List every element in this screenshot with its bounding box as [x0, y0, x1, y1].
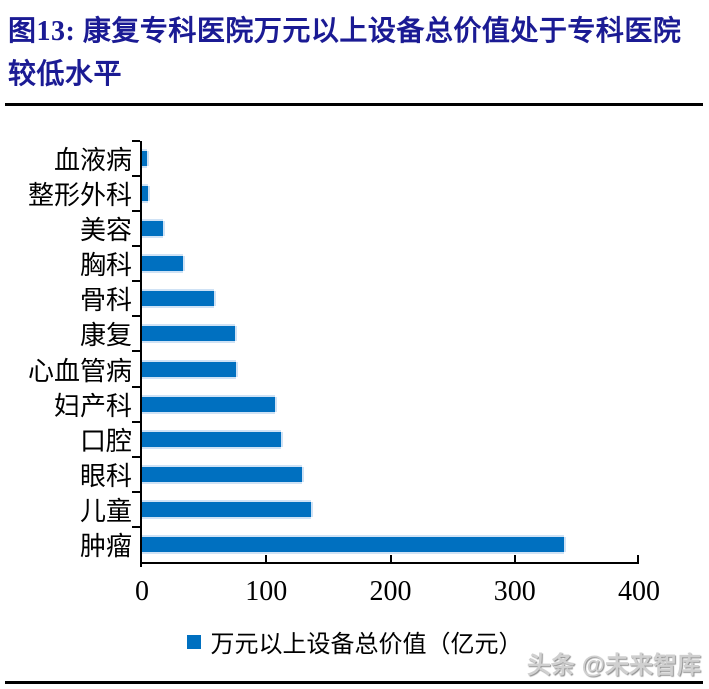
- bar-row: 胸科: [80, 245, 639, 281]
- bar: [142, 291, 215, 307]
- x-axis-labels: 0 100 200 300 400: [135, 576, 660, 610]
- category-label: 整形外科: [27, 181, 132, 211]
- category-label: 儿童: [79, 496, 132, 526]
- x-axis-tick-label: 400: [618, 576, 660, 607]
- x-axis-tick-mark: [389, 555, 392, 562]
- figure-title: 图13: 康复专科医院万元以上设备总价值处于专科医院 较低水平: [8, 10, 702, 96]
- category-label: 口腔: [79, 426, 132, 456]
- bar-row: 骨科: [80, 280, 639, 316]
- title-divider: [5, 103, 703, 106]
- bar-row: 肿瘤: [80, 525, 639, 562]
- bar: [142, 361, 237, 377]
- bar-row: 妇产科: [54, 385, 639, 422]
- bar: [142, 466, 303, 482]
- x-axis-tick-mark: [637, 555, 639, 562]
- figure-title-line1: 图13: 康复专科医院万元以上设备总价值处于专科医院: [8, 16, 682, 47]
- bar: [142, 396, 275, 412]
- category-label: 康复: [79, 321, 132, 351]
- figure-title-line2: 较低水平: [8, 59, 123, 90]
- x-axis-tick-label: 200: [369, 576, 412, 607]
- bar-row: 心血管病: [28, 350, 639, 386]
- watermark: 头条 @未来智库: [526, 652, 701, 679]
- category-label: 美容: [79, 216, 132, 246]
- bar: [142, 326, 236, 342]
- bar: [142, 536, 565, 552]
- bar-rows: 血液病整形外科美容胸科骨科康复心血管病妇产科口腔眼科儿童肿瘤: [28, 139, 639, 562]
- bar: [142, 431, 282, 447]
- chart-legend: 万元以上设备总价值（亿元）: [0, 624, 709, 659]
- category-label: 妇产科: [53, 391, 132, 421]
- x-axis-line: [140, 562, 639, 564]
- bar-chart-plot-area: 血液病整形外科美容胸科骨科康复心血管病妇产科口腔眼科儿童肿瘤: [28, 139, 639, 567]
- bar: [142, 221, 164, 237]
- bar-row: 整形外科: [28, 175, 639, 211]
- bar: [142, 186, 149, 202]
- bar-row: 美容: [80, 210, 639, 246]
- x-axis-tick-mark: [265, 555, 268, 562]
- category-label: 血液病: [53, 146, 132, 176]
- bar-row: 血液病: [54, 139, 639, 176]
- x-axis-tick-label: 0: [135, 576, 149, 607]
- x-axis-tick-label: 300: [493, 576, 536, 607]
- category-label: 胸科: [79, 251, 132, 281]
- y-axis-line: [140, 141, 142, 567]
- bar-row: 眼科: [80, 455, 639, 492]
- bar: [142, 501, 311, 517]
- x-axis-tick-mark: [513, 555, 516, 562]
- bar-row: 儿童: [80, 490, 639, 527]
- category-label: 肿瘤: [79, 531, 132, 561]
- category-label: 骨科: [79, 286, 132, 316]
- legend-swatch: [186, 634, 201, 649]
- x-axis-tick-label: 100: [245, 576, 288, 607]
- category-label: 眼科: [79, 461, 132, 491]
- category-label: 心血管病: [27, 356, 132, 386]
- bar: [142, 151, 147, 167]
- bar-row: 口腔: [80, 420, 639, 457]
- bottom-divider: [5, 681, 703, 684]
- legend-label: 万元以上设备总价值（亿元）: [210, 632, 523, 658]
- bar: [142, 256, 183, 272]
- bar-row: 康复: [80, 315, 639, 351]
